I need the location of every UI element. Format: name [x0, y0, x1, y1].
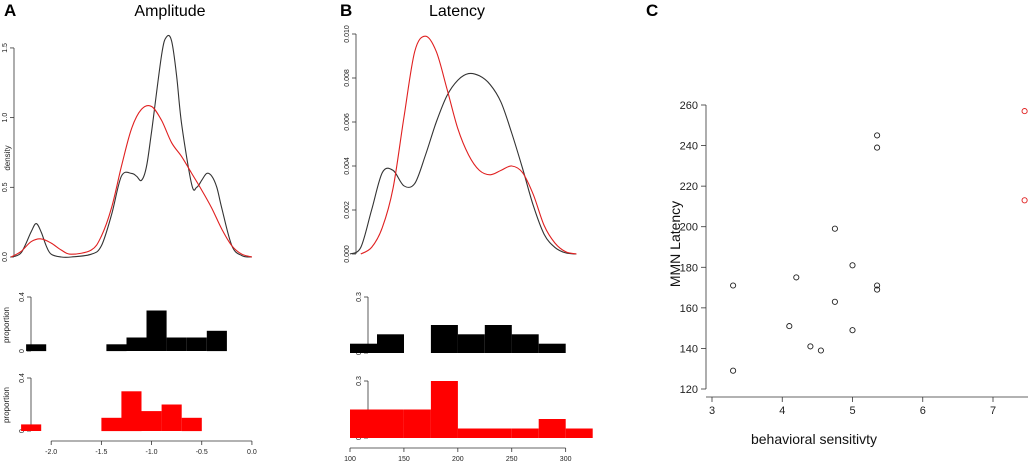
- scatter-point-black: [817, 347, 824, 354]
- latency-y-tick-label: 0.010: [344, 25, 351, 43]
- amplitude-y-tick-label: 0.5: [2, 182, 9, 192]
- scatter-point-red: [1021, 108, 1028, 115]
- scatter-x-tick-label: 6: [920, 405, 926, 417]
- scatter-point-black: [730, 282, 737, 289]
- amplitude-black-y-tick-label: 0.4: [19, 292, 26, 302]
- amplitude-black-histogram-bar: [206, 330, 227, 352]
- latency-black-histogram-bar: [538, 343, 566, 353]
- latency-red-histogram-bar: [538, 419, 566, 438]
- scatter-x-tick-label: 7: [990, 405, 996, 417]
- behavioral-sensitivity-axis-label: behavioral sensitivty: [751, 431, 877, 447]
- scatter-point-red: [1021, 197, 1028, 204]
- latency-black-histogram-bar: [430, 325, 458, 353]
- scatter-point-black: [831, 298, 838, 305]
- latency-red-histogram-bar: [403, 409, 431, 438]
- scatter-point-black: [874, 132, 881, 139]
- amplitude-red-y-tick-label: 0.4: [19, 373, 26, 383]
- latency-black-histogram-bar: [377, 334, 404, 353]
- scatter-point-black: [849, 327, 856, 334]
- scatter-y-tick-label: 200: [680, 222, 698, 234]
- amplitude-red-x-tick-label: -0.5: [196, 449, 208, 456]
- latency-density-line-red: [360, 35, 577, 255]
- latency-red-histogram-bar: [511, 428, 539, 438]
- latency-y-tick-label: 0.000: [344, 245, 351, 263]
- scatter-point-black: [874, 282, 881, 289]
- scatter-y-tick-label: 140: [680, 343, 698, 355]
- amplitude-density-line-black: [10, 34, 252, 258]
- scatter-point-black: [730, 367, 737, 374]
- latency-black-y-tick-label: 0.3: [356, 292, 363, 302]
- scatter-y-tick-label: 120: [680, 384, 698, 396]
- amplitude-black-histogram-bar: [106, 344, 127, 352]
- scatter-point-black: [874, 144, 881, 151]
- amplitude-red-histogram-bar: [21, 424, 42, 431]
- latency-title: Latency: [429, 3, 485, 20]
- amplitude-red-x-tick-label: -1.5: [95, 449, 107, 456]
- latency-black-histogram-bar: [484, 325, 512, 353]
- amplitude-red-histogram-bar: [101, 417, 122, 432]
- proportion-axis-label-top: proportion: [2, 307, 11, 343]
- amplitude-black-histogram-bar: [186, 337, 207, 351]
- scatter-point-black: [849, 262, 856, 269]
- amplitude-y-tick-label: 1.5: [2, 43, 9, 53]
- amplitude-title: Amplitude: [134, 3, 205, 20]
- amplitude-black-histogram-bar: [26, 344, 47, 352]
- latency-red-x-tick-label: 150: [398, 456, 410, 463]
- latency-y-tick-label: 0.008: [344, 69, 351, 87]
- amplitude-black-y-tick-label: 0: [19, 349, 26, 353]
- latency-red-histogram-bar: [430, 381, 458, 438]
- scatter-point-black: [793, 274, 800, 281]
- scatter-x-tick-label: 4: [779, 405, 785, 417]
- latency-black-histogram-bar: [457, 334, 485, 353]
- amplitude-red-histogram-bar: [181, 417, 202, 432]
- latency-y-tick-label: 0.006: [344, 113, 351, 131]
- scatter-y-tick-label: 240: [680, 141, 698, 153]
- scatter-x-tick-label: 5: [849, 405, 855, 417]
- latency-y-tick-label: 0.002: [344, 201, 351, 219]
- amplitude-red-x-tick-label: -1.0: [146, 449, 158, 456]
- amplitude-density-line-red: [10, 104, 253, 258]
- latency-black-histogram-bar: [350, 343, 377, 353]
- panel-label-c: C: [646, 1, 658, 20]
- latency-red-x-tick-label: 300: [560, 456, 572, 463]
- latency-red-x-tick-label: 200: [452, 456, 464, 463]
- latency-red-y-tick-label: 0.3: [356, 376, 363, 386]
- scatter-y-tick-label: 260: [680, 100, 698, 112]
- scatter-y-tick-label: 220: [680, 181, 698, 193]
- amplitude-red-histogram-bar: [121, 391, 142, 432]
- panel-label-a: A: [4, 1, 16, 20]
- amplitude-red-x-tick-label: 0.0: [247, 449, 257, 456]
- amplitude-y-tick-label: 1.0: [2, 113, 9, 123]
- latency-black-histogram-bar: [511, 334, 539, 353]
- amplitude-black-histogram-bar: [146, 310, 167, 351]
- mmn-latency-axis-label: MMN Latency: [667, 201, 683, 287]
- latency-density-line-black: [349, 72, 577, 255]
- scatter-point-black: [874, 286, 881, 293]
- scatter-point-black: [807, 343, 814, 350]
- amplitude-black-histogram-bar: [166, 337, 187, 351]
- amplitude-red-x-tick-label: -2.0: [45, 449, 57, 456]
- scatter-point-black: [786, 323, 793, 330]
- scatter-x-tick-label: 3: [709, 405, 715, 417]
- scatter-point-black: [831, 225, 838, 232]
- latency-red-histogram-bar: [350, 409, 404, 438]
- amplitude-red-histogram-bar: [161, 404, 182, 431]
- latency-red-histogram-bar: [565, 428, 593, 438]
- latency-red-x-tick-label: 100: [344, 456, 356, 463]
- amplitude-y-tick-label: 0.0: [2, 252, 9, 262]
- latency-red-histogram-bar: [457, 428, 512, 438]
- latency-y-tick-label: 0.004: [344, 157, 351, 175]
- latency-red-x-tick-label: 250: [506, 456, 518, 463]
- proportion-axis-label-bottom: proportion: [2, 387, 11, 423]
- scatter-y-tick-label: 160: [680, 303, 698, 315]
- scatter-y-tick-label: 180: [680, 262, 698, 274]
- amplitude-red-histogram-bar: [141, 411, 162, 431]
- panel-label-b: B: [340, 1, 352, 20]
- amplitude-black-histogram-bar: [126, 337, 147, 351]
- density-axis-label: density: [3, 145, 12, 170]
